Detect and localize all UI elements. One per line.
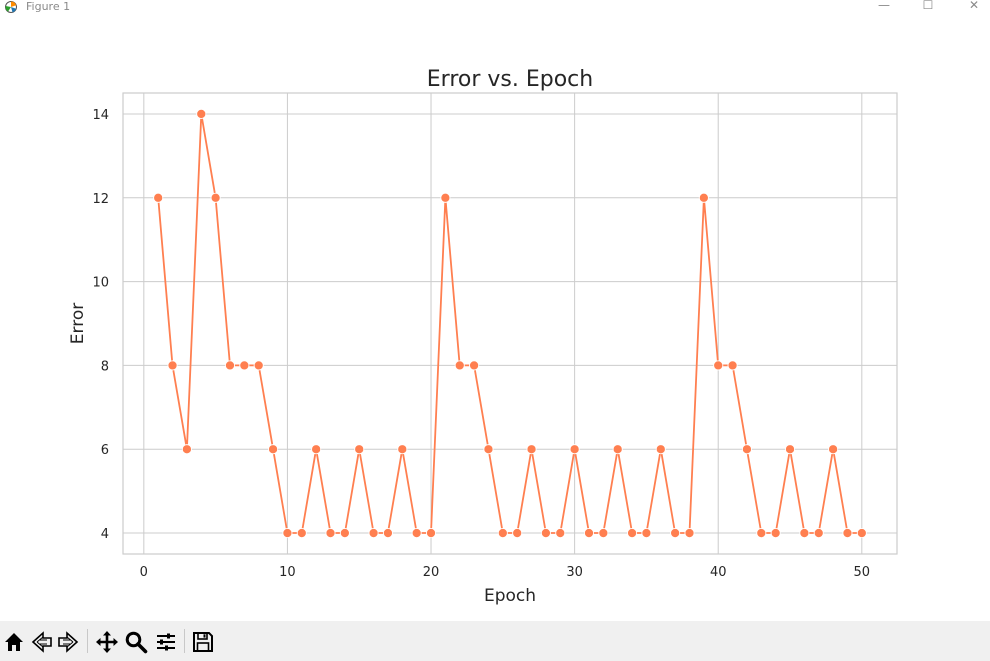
y-tick-label: 12 bbox=[92, 192, 109, 207]
data-point bbox=[813, 527, 824, 539]
y-tick-label: 8 bbox=[101, 359, 109, 374]
data-point bbox=[239, 360, 250, 371]
x-tick-label: 30 bbox=[566, 565, 583, 580]
zoom-icon[interactable] bbox=[124, 630, 148, 654]
data-point bbox=[655, 444, 666, 455]
forward-icon[interactable] bbox=[56, 630, 80, 654]
pan-icon[interactable] bbox=[95, 630, 119, 654]
data-point bbox=[526, 444, 537, 455]
data-point bbox=[253, 360, 264, 371]
minimize-button[interactable]: — bbox=[878, 0, 890, 12]
x-tick-label: 10 bbox=[279, 565, 296, 580]
data-point bbox=[497, 527, 508, 539]
line-chart: 0 10 20 30 40 50 4 6 8 10 12 14 Error vs. Epoch Epoch… bbox=[68, 67, 898, 606]
back-icon[interactable] bbox=[30, 630, 54, 654]
data-point bbox=[612, 444, 623, 455]
data-point bbox=[555, 527, 566, 539]
data-point bbox=[397, 444, 408, 455]
data-point bbox=[756, 527, 767, 539]
x-tick-label: 40 bbox=[710, 565, 727, 580]
data-point bbox=[540, 527, 551, 539]
data-point bbox=[684, 527, 695, 539]
axes-frame bbox=[122, 92, 898, 555]
data-point bbox=[856, 527, 867, 539]
configure-subplots-icon[interactable] bbox=[154, 630, 178, 654]
data-point bbox=[368, 527, 379, 539]
data-point bbox=[828, 444, 839, 455]
data-point bbox=[770, 527, 781, 539]
data-point bbox=[698, 192, 709, 203]
data-point bbox=[483, 444, 494, 455]
data-point bbox=[210, 192, 221, 203]
data-point bbox=[153, 192, 164, 203]
save-icon[interactable] bbox=[191, 630, 215, 654]
data-point bbox=[282, 527, 293, 539]
data-point bbox=[224, 360, 236, 371]
toolbar-separator bbox=[87, 629, 88, 653]
data-point bbox=[196, 108, 207, 120]
data-point bbox=[512, 527, 523, 539]
data-point bbox=[181, 444, 192, 455]
data-point bbox=[425, 527, 437, 539]
data-point bbox=[627, 527, 638, 539]
data-point bbox=[842, 527, 853, 539]
data-point bbox=[268, 444, 279, 455]
data-point bbox=[296, 527, 307, 539]
toolbar-separator bbox=[184, 629, 185, 653]
data-point bbox=[569, 444, 580, 455]
y-tick-label: 10 bbox=[92, 276, 109, 291]
data-point bbox=[440, 192, 451, 203]
data-point bbox=[598, 527, 609, 539]
x-axis-label: Epoch bbox=[484, 586, 536, 606]
data-point bbox=[325, 527, 336, 539]
y-tick-label: 6 bbox=[101, 443, 109, 458]
data-point bbox=[583, 527, 595, 539]
maximize-button[interactable]: ☐ bbox=[922, 0, 934, 12]
window-titlebar: Figure 1 — ☐ ✕ bbox=[0, 0, 990, 14]
data-point bbox=[411, 527, 422, 539]
data-point bbox=[727, 360, 738, 371]
navigation-toolbar bbox=[0, 621, 990, 661]
data-point bbox=[670, 527, 681, 539]
y-tick-label: 4 bbox=[101, 527, 109, 542]
x-tick-label: 20 bbox=[423, 565, 440, 580]
data-point bbox=[784, 444, 796, 455]
data-point bbox=[799, 527, 810, 539]
data-point bbox=[454, 360, 465, 371]
data-point bbox=[741, 444, 752, 455]
chart-title: Error vs. Epoch bbox=[427, 67, 593, 92]
window-title: Figure 1 bbox=[26, 0, 71, 13]
data-point bbox=[311, 444, 322, 455]
data-point bbox=[382, 527, 393, 539]
y-axis-label: Error bbox=[68, 303, 88, 344]
matplotlib-app-icon bbox=[5, 1, 17, 13]
data-point bbox=[469, 360, 480, 371]
data-point bbox=[339, 527, 350, 539]
x-tick-label: 50 bbox=[854, 565, 871, 580]
x-tick-label: 0 bbox=[140, 565, 148, 580]
close-button[interactable]: ✕ bbox=[968, 0, 980, 12]
data-point bbox=[354, 444, 365, 455]
y-tick-label: 14 bbox=[92, 108, 109, 123]
series-line bbox=[157, 113, 862, 534]
data-point bbox=[167, 360, 178, 371]
home-icon[interactable] bbox=[2, 630, 26, 654]
data-point bbox=[713, 360, 724, 371]
data-point bbox=[641, 527, 652, 539]
figure-canvas[interactable]: 0 10 20 30 40 50 4 6 8 10 12 14 Error vs. Epoch Epoch… bbox=[0, 14, 990, 621]
